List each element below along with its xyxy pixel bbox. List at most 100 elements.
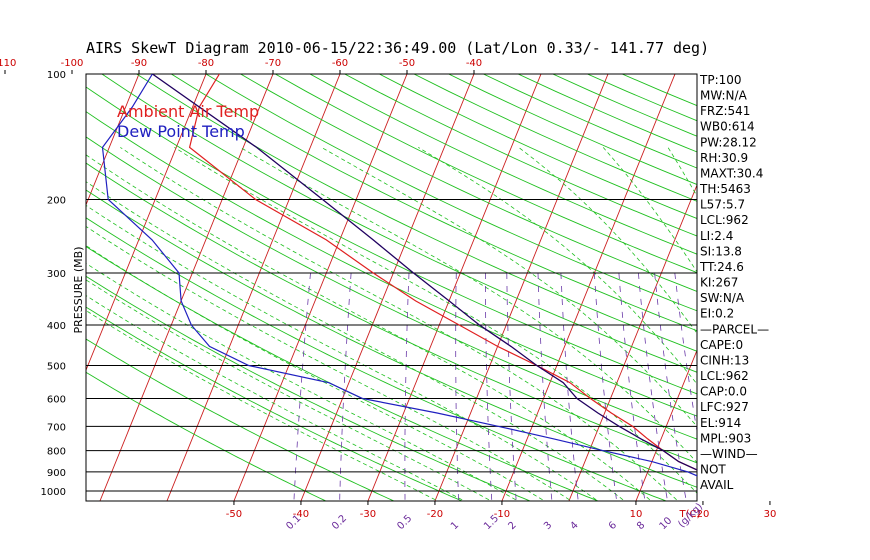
top-tick-label: -80 (198, 58, 214, 69)
moist-adiabat-line (86, 154, 651, 501)
mixing-ratio-line (537, 272, 553, 500)
sounding-index-item: TH:5463 (699, 182, 751, 196)
pressure-tick-label: 900 (47, 468, 66, 479)
bottom-tick-label: 10 (630, 509, 643, 520)
bottom-tick-label: -20 (427, 509, 443, 520)
sounding-index-item: EL:914 (700, 416, 741, 430)
pressure-tick-label: 200 (47, 196, 66, 207)
sounding-index-item: CAPE:0 (700, 338, 743, 352)
bottom-unit-label: T(C) (679, 509, 701, 520)
mixing-ratio-line (618, 272, 646, 500)
moist-adiabat-line (86, 181, 624, 501)
sounding-index-item: MAXT:30.4 (700, 166, 763, 180)
isotherm-line (568, 183, 697, 501)
chart-title: AIRS SkewT Diagram 2010-06-15/22:36:49.0… (86, 39, 709, 57)
dry-adiabat-lines (86, 74, 697, 501)
mixing-ratio-label: 4 (568, 520, 580, 532)
dry-adiabat-line (86, 217, 668, 501)
bottom-tick-label: -30 (360, 509, 376, 520)
dry-adiabat-line (239, 74, 697, 292)
dry-adiabat-line (309, 74, 697, 255)
sounding-index-item: —WIND— (700, 447, 758, 461)
mixing-ratio-label: 0.2 (330, 513, 349, 532)
dry-adiabat-line (135, 74, 697, 352)
mixing-ratio-line (339, 272, 352, 500)
dry-adiabat-line (86, 136, 697, 440)
dry-adiabat-line (86, 111, 697, 417)
isotherm-line (833, 64, 870, 511)
isotherm-line (766, 64, 870, 511)
mixing-ratio-line (455, 272, 459, 500)
mixing-ratio-line (768, 273, 818, 500)
sounding-index-item: TT:24.6 (699, 260, 744, 274)
dry-adiabat-line (86, 246, 600, 501)
isotherm-line (635, 349, 697, 501)
bottom-temperature-ticks: -50 -40 -30 -20 -10 10 20 30 (226, 501, 777, 520)
mixing-ratio-line (293, 272, 311, 500)
mixing-ratio-labels: 0.1 0.2 0.5 1 1.5 2 3 4 6 8 10 (284, 513, 674, 532)
pressure-tick-label: 600 (47, 394, 66, 405)
sounding-index-item: LI:2.4 (700, 229, 733, 243)
mixing-ratio-label: 3 (542, 520, 554, 532)
sounding-index-item: —PARCEL— (700, 322, 769, 336)
sounding-index-item: KI:267 (700, 276, 738, 290)
dry-adiabat-line (86, 162, 697, 464)
dry-adiabat-line (86, 371, 327, 501)
isotherm-line (300, 74, 475, 501)
sounding-index-item: MW:N/A (700, 89, 748, 103)
mixing-ratio-line (654, 272, 687, 500)
sounding-index-item: SI:13.8 (700, 244, 742, 258)
top-tick-label: -100 (61, 58, 84, 69)
pressure-tick-label: 300 (47, 269, 66, 280)
isotherm-line (86, 74, 140, 206)
mixing-ratio-label: 8 (635, 520, 647, 532)
plot-frame (85, 73, 698, 502)
sounding-index-item: NOT (700, 463, 726, 477)
legend-dew-point-temp: Dew Point Temp (117, 122, 245, 141)
sounding-index-item: L57:5.7 (700, 198, 745, 212)
dry-adiabat-line (86, 275, 532, 501)
series-line (101, 74, 697, 477)
top-tick-label: -70 (265, 58, 281, 69)
isotherm-line (86, 74, 207, 372)
sounding-index-item: MPL:903 (700, 431, 751, 445)
moist-adiabat-line (86, 204, 597, 501)
series-line (152, 74, 697, 471)
dry-adiabat-line (86, 338, 395, 501)
moist-adiabat-line (86, 295, 463, 501)
mixing-ratio-lines (293, 272, 818, 500)
mixing-ratio-line (404, 272, 410, 500)
dry-adiabat-line (413, 74, 697, 202)
mixing-ratio-label: 0.5 (395, 513, 414, 532)
pressure-tick-label: 100 (47, 70, 66, 81)
pressure-tick-label: 500 (47, 361, 66, 372)
mixing-ratio-line (485, 273, 493, 500)
bottom-tick-label: -50 (226, 509, 242, 520)
mixing-ratio-label: 1 (449, 520, 461, 532)
pressure-tick-label: 1000 (41, 487, 66, 498)
mixing-ratio-line (593, 272, 617, 500)
bottom-tick-label: -10 (494, 509, 510, 520)
mixing-ratio-line (740, 273, 785, 500)
dry-adiabat-line (274, 74, 697, 274)
dry-adiabat-line (86, 189, 697, 488)
dry-adiabat-line (86, 86, 697, 395)
sounding-index-item: LFC:927 (700, 400, 749, 414)
pressure-tick-labels: 100 200 300 400 500 600 700 800 900 1000 (41, 70, 66, 498)
top-tick-label: -50 (399, 58, 415, 69)
bottom-tick-label: 30 (764, 509, 777, 520)
legend-ambient-air-temp: Ambient Air Temp (117, 102, 259, 121)
sounding-index-item: AVAIL (700, 478, 734, 492)
sounding-index-item: RH:30.9 (700, 151, 748, 165)
isotherm-line (166, 74, 341, 501)
pressure-tick-label: 400 (47, 321, 66, 332)
sounding-index-item: LCL:962 (700, 213, 749, 227)
sounding-index-item: CINH:13 (700, 353, 749, 367)
isotherm-line (434, 74, 609, 501)
top-tick-label: -110 (0, 58, 16, 69)
sounding-index-item: TP:100 (699, 73, 742, 87)
dry-adiabat-line (343, 74, 697, 237)
isotherm-line (0, 64, 76, 511)
